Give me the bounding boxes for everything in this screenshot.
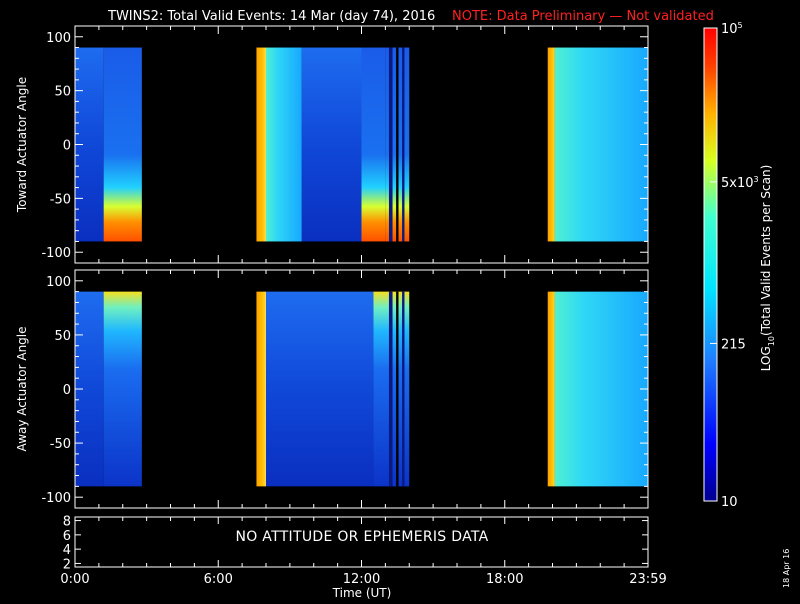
time-axis: 0:00 6:00 12:00 18:00 23:59 [60,517,667,587]
y-tick-label: 0 [63,383,71,398]
colorbar-tick-label: 215 [721,337,746,352]
y-tick-label: -100 [41,491,71,506]
data-interval-4 [301,47,362,242]
preliminary-note: NOTE: Data Preliminary — Not validated [452,9,714,24]
y-tick-label: 100 [46,275,71,290]
y-tick-label: 6 [63,529,71,544]
y-tick-label: -50 [50,437,71,452]
y-tick-label: -100 [41,246,71,261]
data-gap-stripe [396,291,399,487]
y-tick-label: 50 [54,329,71,344]
x-tick-label: 23:59 [629,572,666,587]
colorbar-tick-label: 105 [721,21,743,37]
y-tick-label: 2 [63,557,71,572]
data-interval-5 [361,47,386,242]
y-tick-label: -50 [50,192,71,207]
colorbar-tick-label: 5x103 [721,175,759,191]
data-interval-3 [266,47,302,242]
y-tick-label: 0 [63,139,71,154]
data-gap-stripe [402,291,405,487]
y-tick-label: 100 [46,31,71,46]
x-tick-label: 18:00 [486,572,523,587]
data-interval-1 [103,291,142,487]
data-interval-2 [256,291,266,487]
no-data-message: NO ATTITUDE OR EPHEMERIS DATA [235,529,488,545]
y-axis-label: Toward Actuator Angle [15,77,29,213]
data-interval-8 [554,47,648,242]
data-gap-stripe [388,47,393,242]
data-gap-stripe [388,291,393,487]
away-angle-panel: 100 50 0 -50 -100 Away Actuator Angle [15,269,649,509]
x-axis-label: Time (UT) [332,586,392,600]
toward-angle-panel: 100 50 0 -50 -100 Toward Actuator Angle [15,25,649,264]
data-interval-7 [547,47,555,242]
figure-title: TWINS2: Total Valid Events: 14 Mar (day … [107,9,435,24]
data-interval-5 [547,291,555,487]
data-interval-6 [554,291,648,487]
y-tick-label: 8 [63,515,71,530]
colorbar: 10 215 5x103 105 [703,21,759,510]
y-tick-label: 4 [63,543,71,558]
y-tick-label: 50 [54,85,71,100]
colorbar-scale [703,27,718,502]
data-gap-stripe [402,47,405,242]
data-interval-3 [266,291,374,487]
y-axis-label: Away Actuator Angle [15,326,29,451]
data-interval-2 [256,47,266,242]
x-tick-label: 12:00 [343,572,380,587]
colorbar-label: LOG10(Total Valid Events per Scan) [759,165,776,372]
x-tick-label: 0:00 [60,572,89,587]
data-gap-stripe [396,47,399,242]
date-stamp: 18 Apr 16 [782,549,791,588]
colorbar-tick-label: 10 [721,495,738,510]
x-tick-label: 6:00 [204,572,233,587]
data-interval-1 [103,47,142,242]
